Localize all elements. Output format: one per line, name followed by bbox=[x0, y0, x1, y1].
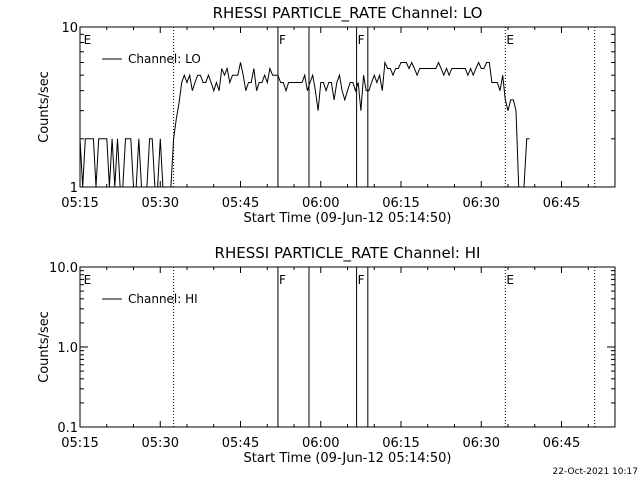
x-tick-label: 06:15 bbox=[382, 436, 419, 451]
x-tick-label: 05:30 bbox=[142, 436, 179, 451]
y-tick-label: 10.0 bbox=[49, 261, 78, 276]
y-axis-title: Counts/sec bbox=[37, 311, 52, 383]
y-tick-label: 10 bbox=[61, 21, 78, 36]
y-tick-label: 0.1 bbox=[57, 421, 78, 436]
x-axis-title: Start Time (09-Jun-12 05:14:50) bbox=[244, 451, 452, 466]
x-tick-label: 05:15 bbox=[61, 436, 98, 451]
x-tick-label: 06:00 bbox=[302, 436, 339, 451]
lo-channel-panel: RHESSI PARTICLE_RATE Channel: LO 05:15 05:… bbox=[37, 4, 616, 226]
x-tick-label: 05:45 bbox=[222, 436, 259, 451]
event-marker-label: F bbox=[279, 273, 286, 287]
event-marker-label: E bbox=[84, 273, 92, 287]
x-tick-label: 05:15 bbox=[61, 196, 98, 211]
legend-label: Channel: HI bbox=[128, 292, 198, 306]
chart-title: RHESSI PARTICLE_RATE Channel: LO bbox=[213, 4, 483, 23]
event-marker-label: F bbox=[279, 33, 286, 47]
x-tick-label: 06:45 bbox=[543, 436, 580, 451]
x-tick-label: 06:15 bbox=[382, 196, 419, 211]
event-marker-label: F bbox=[358, 273, 365, 287]
event-marker-label: E bbox=[84, 33, 92, 47]
series-line bbox=[79, 60, 530, 188]
x-tick-label: 06:30 bbox=[463, 196, 500, 211]
event-marker-label: E bbox=[506, 273, 514, 287]
y-tick-label: 1 bbox=[70, 181, 78, 196]
x-tick-label: 06:00 bbox=[302, 196, 339, 211]
x-tick-label: 05:45 bbox=[222, 196, 259, 211]
hi-channel-panel: RHESSI PARTICLE_RATE Channel: HI 05:15 05:… bbox=[37, 244, 616, 466]
x-tick-label: 05:30 bbox=[142, 196, 179, 211]
footer-timestamp: 22-Oct-2021 10:17 bbox=[553, 467, 638, 477]
plot-frame bbox=[79, 266, 616, 428]
x-tick-label: 06:45 bbox=[543, 196, 580, 211]
legend-label: Channel: LO bbox=[128, 52, 201, 66]
event-marker-label: F bbox=[358, 33, 365, 47]
x-tick-label: 06:30 bbox=[463, 436, 500, 451]
event-marker-label: E bbox=[506, 33, 514, 47]
y-axis-title: Counts/sec bbox=[37, 71, 52, 143]
x-axis-title: Start Time (09-Jun-12 05:14:50) bbox=[244, 211, 452, 226]
plot-frame bbox=[79, 26, 616, 188]
y-tick-label: 1.0 bbox=[57, 341, 78, 356]
chart-title: RHESSI PARTICLE_RATE Channel: HI bbox=[215, 244, 481, 263]
